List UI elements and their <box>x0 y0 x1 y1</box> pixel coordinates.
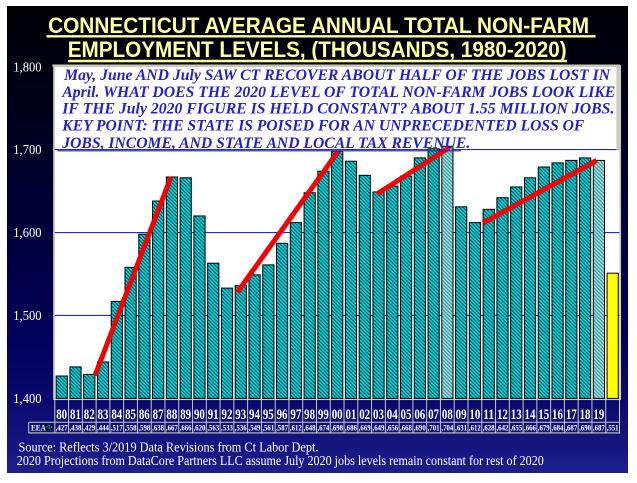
svg-text:,642: ,642 <box>496 422 508 432</box>
svg-text:,563: ,563 <box>207 422 219 432</box>
svg-text:95: 95 <box>263 407 274 423</box>
svg-text:05: 05 <box>401 407 412 423</box>
svg-text:,649: ,649 <box>373 422 385 432</box>
svg-text:84: 84 <box>111 407 122 423</box>
svg-text:94: 94 <box>249 407 260 423</box>
svg-text:82: 82 <box>84 407 95 423</box>
svg-text:,427: ,427 <box>56 422 68 432</box>
svg-text:Source: Reflects 3/2019 Data R: Source: Reflects 3/2019 Data Revisions f… <box>19 440 319 455</box>
svg-text:87: 87 <box>153 407 164 423</box>
svg-text:86: 86 <box>139 407 150 423</box>
svg-text:,517: ,517 <box>111 422 123 432</box>
svg-text:April. WHAT DOES THE 2020 LEVE: April. WHAT DOES THE 2020 LEVEL OF TOTAL… <box>61 84 615 101</box>
svg-text:80: 80 <box>56 407 67 423</box>
svg-text:,429: ,429 <box>83 422 95 432</box>
svg-text:13: 13 <box>511 407 522 423</box>
svg-text:,598: ,598 <box>138 422 150 432</box>
svg-text:,686: ,686 <box>345 422 357 432</box>
svg-text:98: 98 <box>304 407 315 423</box>
svg-text:,638: ,638 <box>152 422 164 432</box>
svg-text:1,600: 1,600 <box>13 225 41 240</box>
svg-text:90: 90 <box>194 407 205 423</box>
svg-text:99: 99 <box>318 407 329 423</box>
svg-text:07: 07 <box>428 407 439 423</box>
svg-text:,551: ,551 <box>607 422 619 432</box>
svg-text:JOBS, INCOME, AND STATE AND LO: JOBS, INCOME, AND STATE AND LOCAL TAX RE… <box>61 135 470 152</box>
svg-text:16: 16 <box>552 407 563 423</box>
svg-text:08: 08 <box>442 407 453 423</box>
svg-text:1,700: 1,700 <box>13 142 41 157</box>
svg-text:,612: ,612 <box>469 422 481 432</box>
svg-text:,620: ,620 <box>193 422 205 432</box>
svg-text:KEY POINT: THE STATE IS POISED: KEY POINT: THE STATE IS POISED FOR AN UN… <box>61 117 585 134</box>
svg-text:,536: ,536 <box>235 422 247 432</box>
svg-text:CONNECTICUT AVERAGE ANNUAL TOT: CONNECTICUT AVERAGE ANNUAL TOTAL NON-FAR… <box>48 13 589 38</box>
svg-text:92: 92 <box>222 407 233 423</box>
svg-text:,690: ,690 <box>579 422 591 432</box>
svg-text:1,500: 1,500 <box>13 308 41 323</box>
svg-text:09: 09 <box>456 407 467 423</box>
svg-text:,704: ,704 <box>441 422 453 432</box>
svg-text:,438: ,438 <box>70 422 82 432</box>
svg-text:,587: ,587 <box>276 422 288 432</box>
svg-text:,655: ,655 <box>510 422 522 432</box>
svg-text:85: 85 <box>125 407 136 423</box>
svg-text:,679: ,679 <box>538 422 550 432</box>
svg-text:2020 Projections from DataCore: 2020 Projections from DataCore Partners … <box>17 453 544 468</box>
svg-text:,674: ,674 <box>317 422 329 432</box>
svg-text:,648: ,648 <box>304 422 316 432</box>
svg-text:,666: ,666 <box>524 422 536 432</box>
svg-text:11: 11 <box>483 407 494 423</box>
svg-text:81: 81 <box>70 407 81 423</box>
svg-text:83: 83 <box>98 407 109 423</box>
svg-text:10: 10 <box>469 407 480 423</box>
svg-text:EEA: EEA <box>31 423 46 432</box>
svg-text:02: 02 <box>359 407 370 423</box>
svg-text:97: 97 <box>290 407 301 423</box>
svg-text:06: 06 <box>414 407 425 423</box>
svg-text:,687: ,687 <box>593 422 605 432</box>
svg-text:May, June AND July SAW CT RECO: May, June AND July SAW CT RECOVER ABOUT … <box>63 67 611 84</box>
svg-text:88: 88 <box>166 407 177 423</box>
svg-text:96: 96 <box>277 407 288 423</box>
svg-text:91: 91 <box>208 407 219 423</box>
svg-text:,698: ,698 <box>331 422 343 432</box>
svg-text:93: 93 <box>235 407 246 423</box>
svg-text:,701: ,701 <box>428 422 440 432</box>
svg-text:,533: ,533 <box>221 422 233 432</box>
svg-text:,668: ,668 <box>400 422 412 432</box>
svg-text:89: 89 <box>180 407 191 423</box>
svg-text:,558: ,558 <box>125 422 137 432</box>
svg-text:,666: ,666 <box>180 422 192 432</box>
svg-text:,690: ,690 <box>414 422 426 432</box>
svg-text:1,800: 1,800 <box>13 59 41 74</box>
svg-text:,549: ,549 <box>249 422 261 432</box>
svg-text:,684: ,684 <box>552 422 564 432</box>
svg-text:18: 18 <box>580 407 591 423</box>
svg-text:IF THE July 2020 FIGURE IS HEL: IF THE July 2020 FIGURE IS HELD CONSTANT… <box>61 101 614 118</box>
svg-text:1,400: 1,400 <box>13 391 41 406</box>
svg-text:,631: ,631 <box>455 422 467 432</box>
svg-text:EMPLOYMENT LEVELS, (THOUSANDS,: EMPLOYMENT LEVELS, (THOUSANDS, 1980-2020… <box>68 37 567 62</box>
svg-text:,687: ,687 <box>565 422 577 432</box>
svg-text:,667: ,667 <box>166 422 178 432</box>
svg-text:12: 12 <box>497 407 508 423</box>
svg-text:,656: ,656 <box>386 422 398 432</box>
svg-text:,669: ,669 <box>359 422 371 432</box>
svg-text:19: 19 <box>593 407 604 423</box>
svg-text:17: 17 <box>566 407 577 423</box>
svg-text:14: 14 <box>525 407 536 423</box>
svg-text:,612: ,612 <box>290 422 302 432</box>
svg-text:,561: ,561 <box>262 422 274 432</box>
svg-text:03: 03 <box>373 407 384 423</box>
svg-text:,444: ,444 <box>97 422 109 432</box>
svg-text:00: 00 <box>332 407 343 423</box>
svg-text:01: 01 <box>345 407 356 423</box>
svg-text:04: 04 <box>387 407 398 423</box>
svg-text:,628: ,628 <box>483 422 495 432</box>
svg-text:15: 15 <box>538 407 549 423</box>
